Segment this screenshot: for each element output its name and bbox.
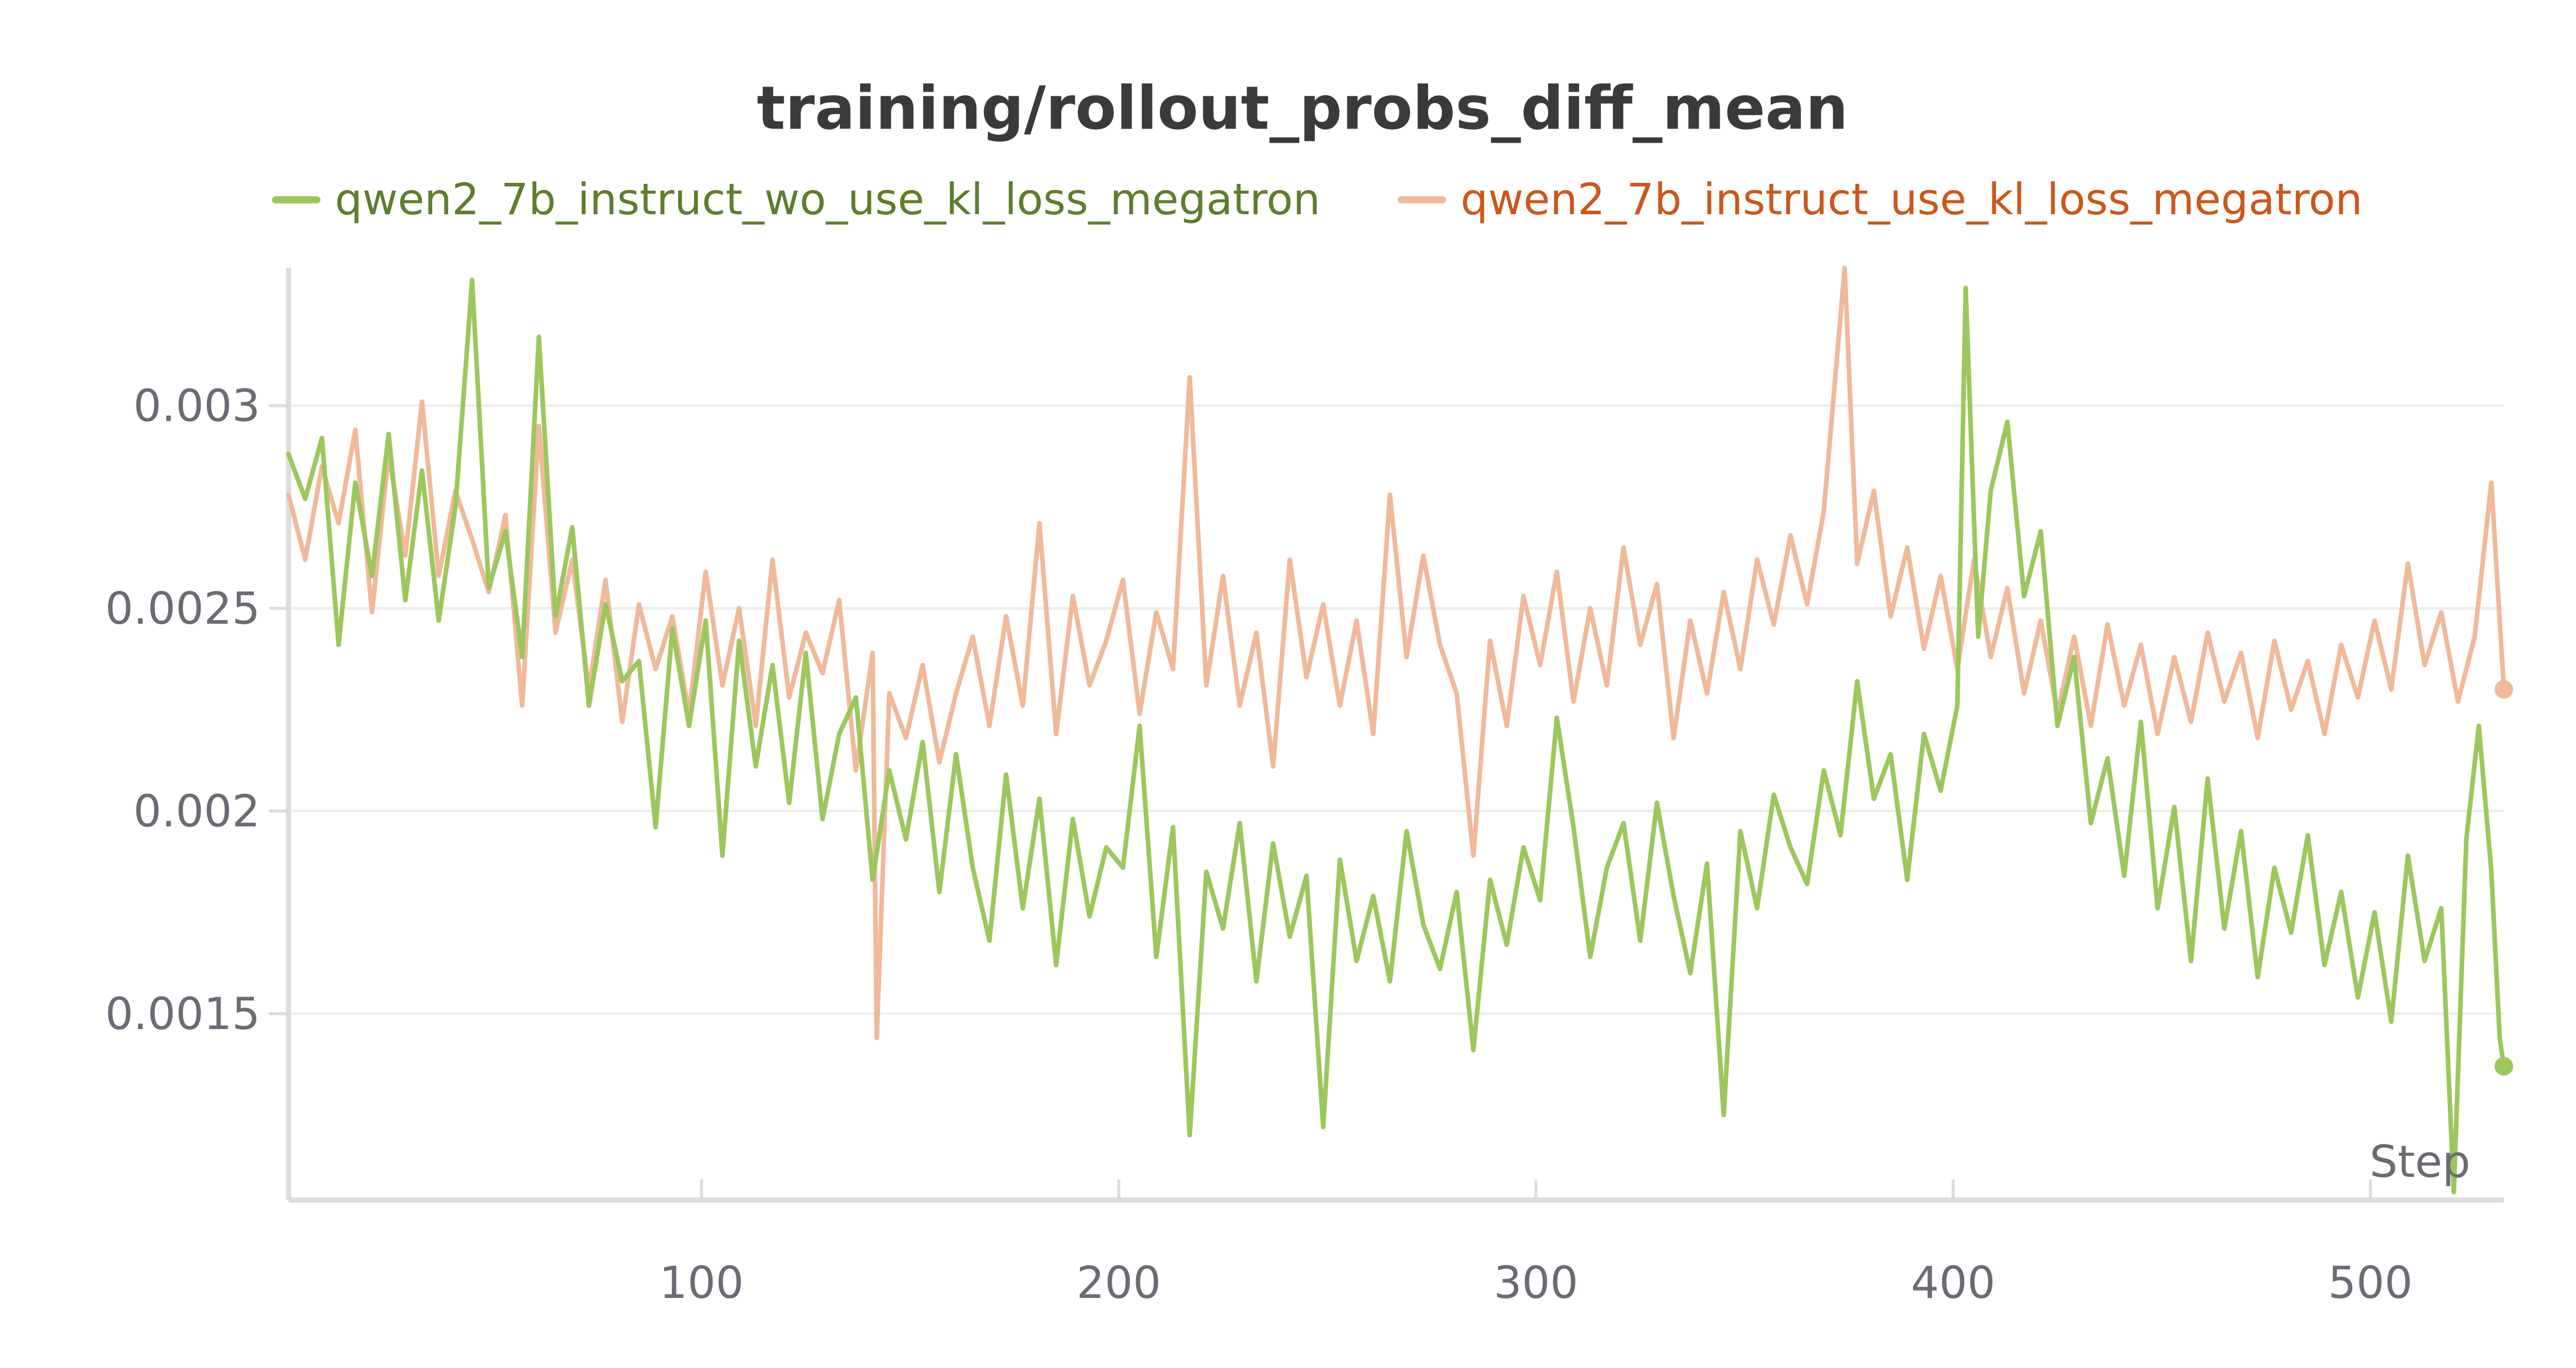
y-tick-label: 0.003 <box>133 381 260 432</box>
series-endpoint-1 <box>2495 680 2513 699</box>
series-endpoint-0 <box>2495 1057 2513 1076</box>
legend-label-series-0: qwen2_7b_instruct_wo_use_kl_loss_megatro… <box>335 174 1320 225</box>
plot-area: 100 200 300 400 500 0.0015 0.002 0.0025 0.003 <box>105 265 2513 1309</box>
y-tick-label: 0.0025 <box>105 583 260 635</box>
x-axis-label: Step <box>2369 1136 2470 1188</box>
x-tick-label: 500 <box>2328 1257 2413 1309</box>
legend-label-series-1: qwen2_7b_instruct_use_kl_loss_megatron <box>1461 174 2363 225</box>
series-line-0 <box>286 278 2506 1194</box>
x-tick-label: 100 <box>659 1257 744 1309</box>
legend: qwen2_7b_instruct_wo_use_kl_loss_megatro… <box>272 174 2363 225</box>
x-tick-label: 200 <box>1076 1257 1161 1309</box>
y-tick-label: 0.002 <box>133 786 260 837</box>
chart-title: training/rollout_probs_diff_mean <box>757 74 1848 143</box>
x-axis: 100 200 300 400 500 <box>289 1179 2504 1309</box>
series-lines <box>286 265 2513 1194</box>
series-line-1 <box>286 265 2506 1040</box>
y-tick-label: 0.0015 <box>105 988 260 1040</box>
x-tick-label: 300 <box>1494 1257 1578 1309</box>
x-tick-label: 400 <box>1911 1257 1995 1309</box>
y-axis: 0.0015 0.002 0.0025 0.003 <box>105 268 291 1200</box>
